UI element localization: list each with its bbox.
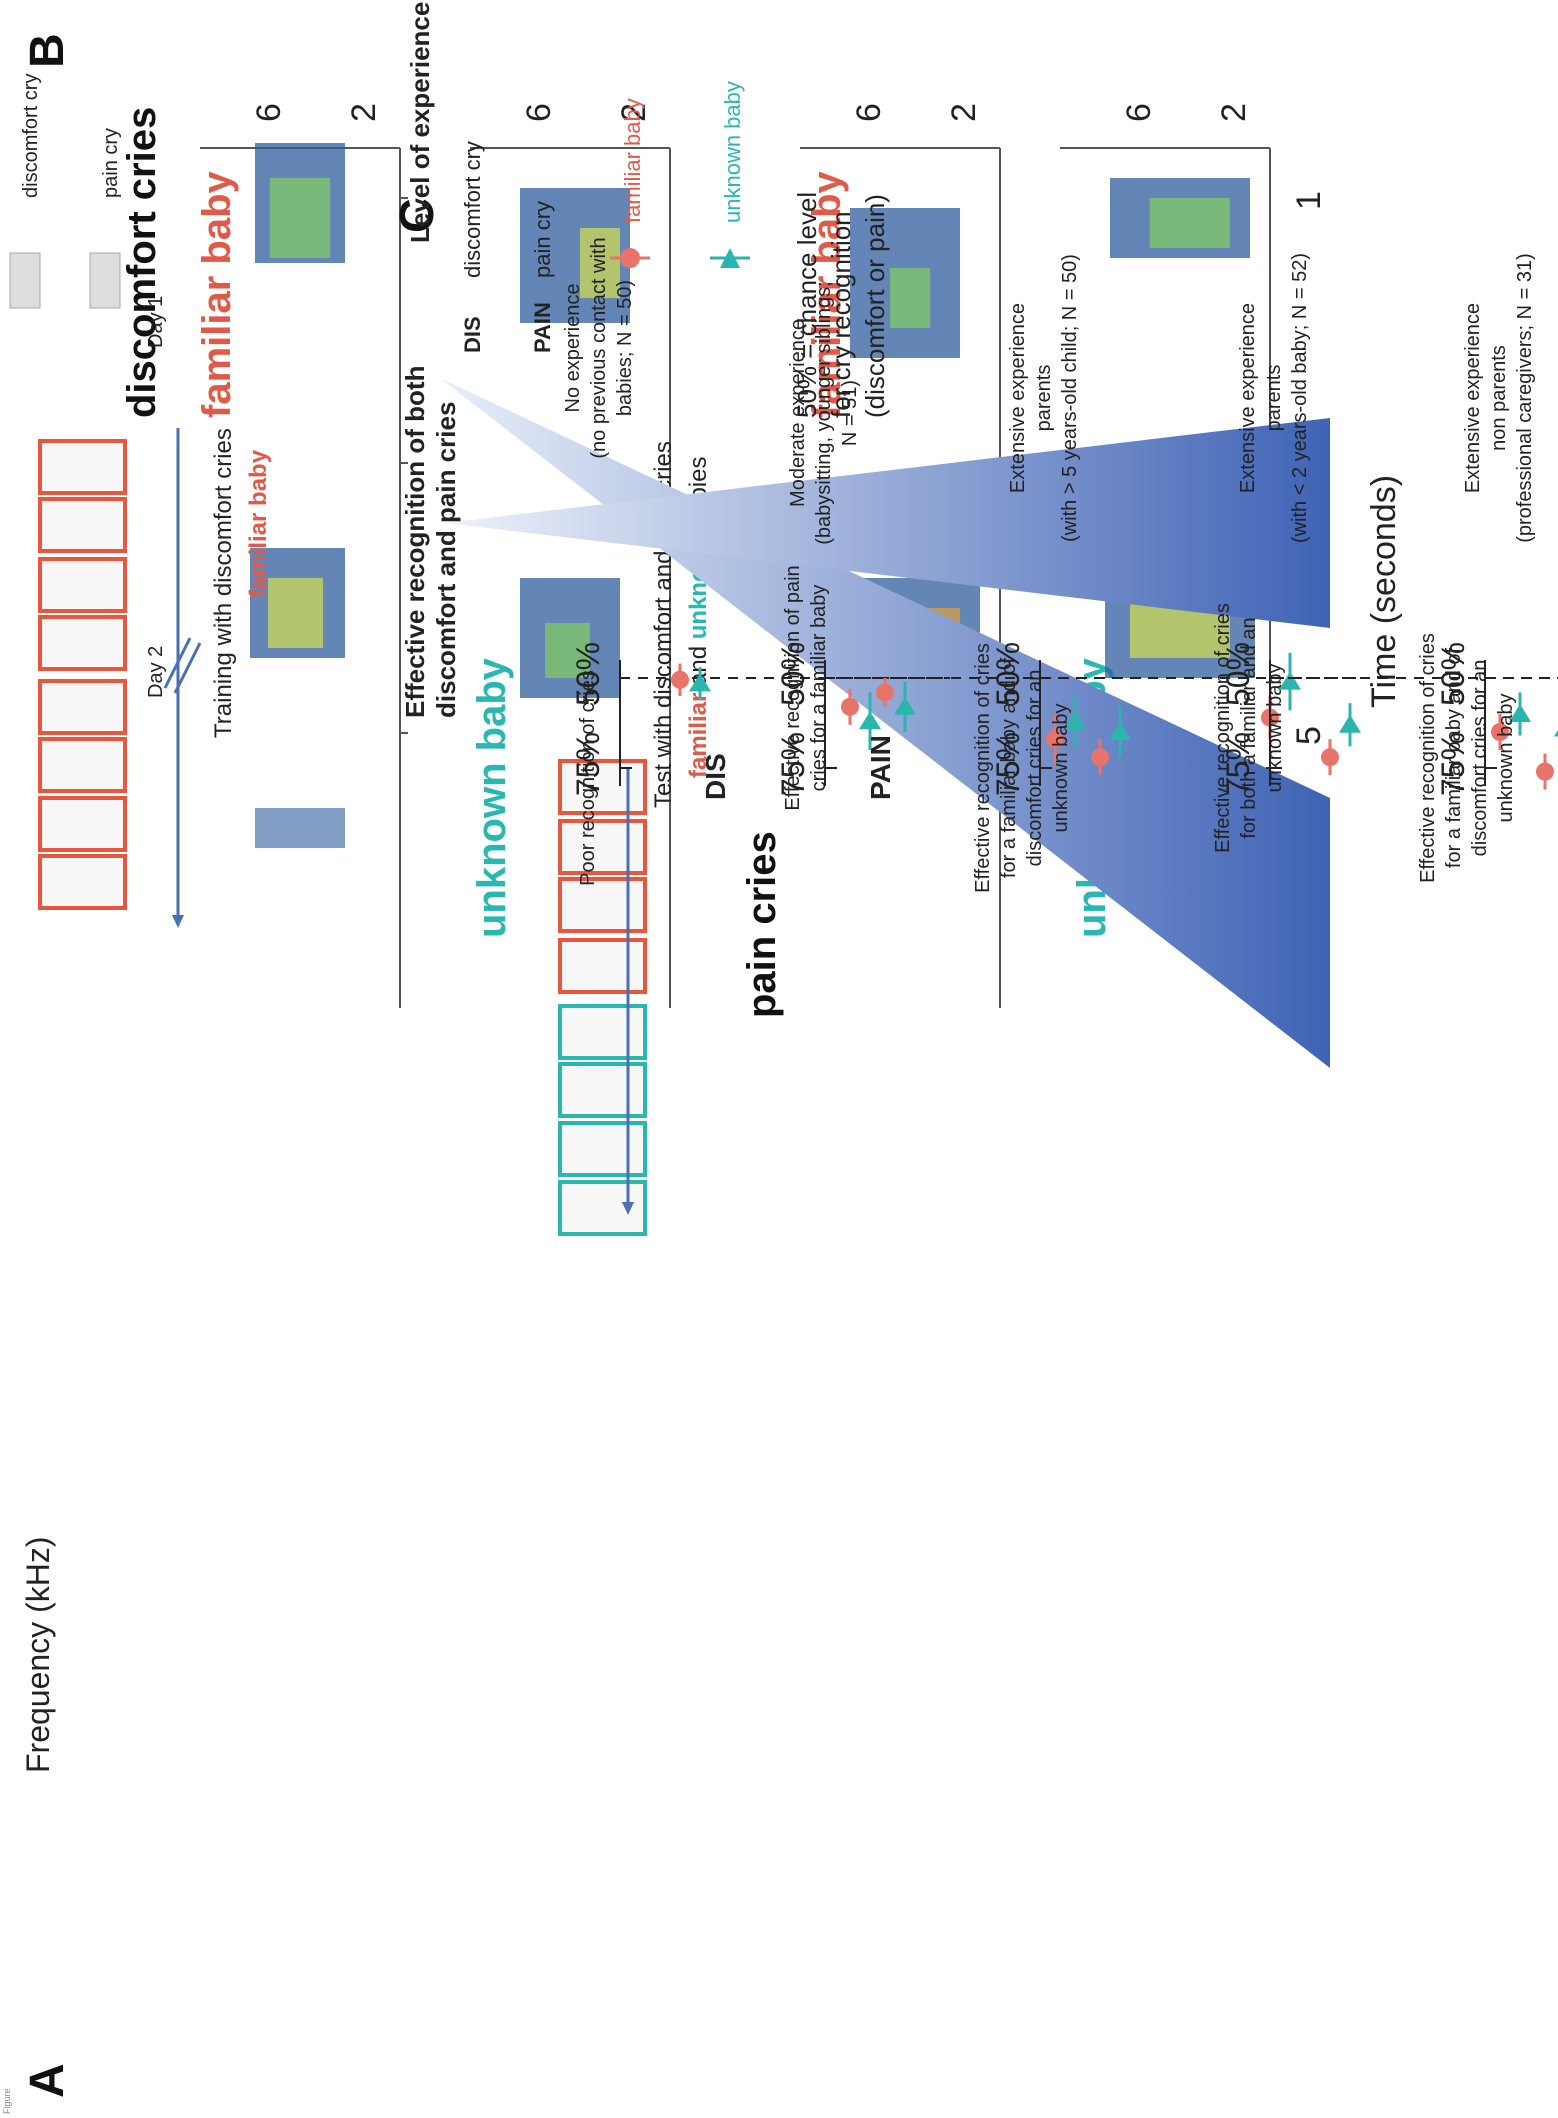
test-arrow: [622, 768, 634, 1215]
point-familiar-dis: [876, 683, 894, 702]
legend-familiar-marker: [620, 248, 640, 268]
tick-label-75: 75%: [1220, 731, 1256, 796]
break-marks: [163, 637, 202, 694]
legend-unknown-marker: [720, 248, 740, 268]
legend-unknown-text: unknown baby: [720, 81, 745, 223]
point-unknown-pain: [1279, 671, 1301, 690]
point-unknown-dis: [689, 673, 711, 692]
training-cry-boxes: [38, 439, 127, 910]
tick-label-75: 75%: [990, 731, 1026, 796]
recognition-wedge: [445, 418, 1330, 628]
point-unknown-dis: [894, 696, 916, 715]
legend-chance: 50% = chance level for cry recognition (…: [792, 191, 890, 418]
test-cry-boxes-familiar: [558, 759, 647, 994]
day-arrow: [172, 428, 184, 928]
legend-pain-spectro: [89, 252, 121, 309]
legend-discomfort-spectro: [9, 252, 41, 309]
tick-label-50: 50%: [775, 641, 811, 706]
point-unknown-pain: [1509, 704, 1531, 722]
point-unknown-dis: [1109, 722, 1131, 740]
tick-label-75: 75%: [1435, 731, 1471, 796]
point-familiar-dis: [671, 670, 689, 689]
tick-label-50: 50%: [570, 641, 606, 706]
legend-familiar-text: familiar baby: [620, 98, 645, 223]
point-unknown-pain: [1064, 711, 1086, 730]
tick-label-50: 50%: [1220, 641, 1256, 706]
spectrogram-row-2: [470, 147, 671, 1008]
tick-label-75: 75%: [775, 731, 811, 796]
experience-wedge: [440, 378, 1330, 1068]
tick-label-50: 50%: [1435, 641, 1471, 706]
point-unknown-dis: [1339, 714, 1361, 733]
point-familiar-pain: [1046, 730, 1064, 749]
tick-label-75: 75%: [570, 731, 606, 796]
point-familiar-dis: [1321, 748, 1339, 767]
point-familiar-dis: [1536, 762, 1554, 781]
point-familiar-pain: [841, 697, 859, 716]
point-familiar-pain: [1491, 723, 1509, 741]
point-unknown-pain: [859, 711, 881, 730]
dot-plots: [619, 652, 1558, 790]
test-cry-boxes-unknown: [558, 1004, 647, 1236]
point-familiar-dis: [1091, 748, 1109, 767]
tick-label-50: 50%: [990, 641, 1026, 706]
